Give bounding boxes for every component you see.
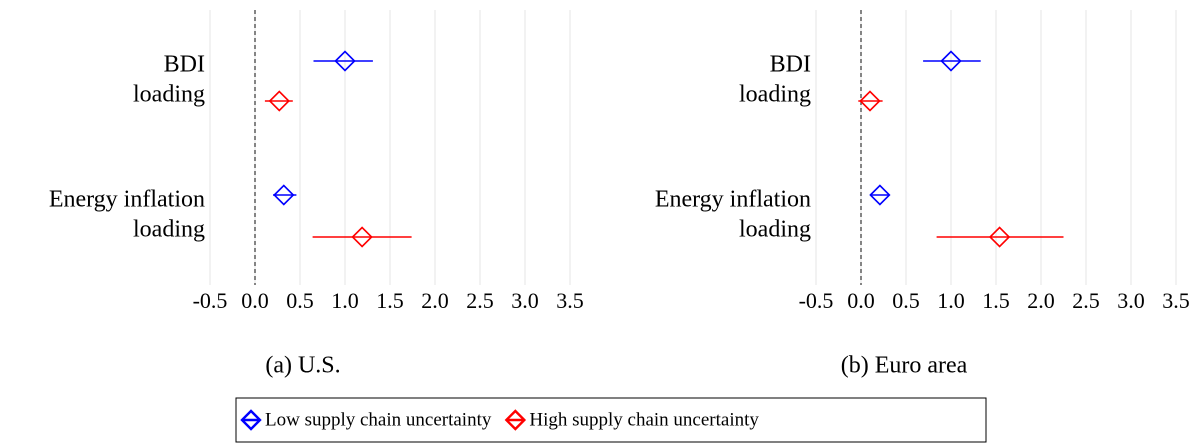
point-marker — [334, 50, 356, 72]
panel-caption: (a) U.S. — [265, 353, 340, 379]
category-label: BDI — [770, 52, 811, 78]
legend-box — [235, 397, 987, 443]
category-label: BDI — [164, 52, 205, 78]
category-label: loading — [133, 217, 205, 243]
point-marker — [351, 226, 373, 248]
x-tick-label: -0.5 — [799, 288, 834, 313]
x-tick-label: 3.0 — [511, 288, 539, 313]
panel-caption: (b) Euro area — [841, 353, 968, 379]
category-label: loading — [133, 82, 205, 108]
point-marker — [940, 50, 962, 72]
category-label: loading — [739, 82, 811, 108]
legend-label: High supply chain uncertainty — [529, 409, 759, 430]
x-tick-label: 1.0 — [937, 288, 965, 313]
x-tick-label: 1.5 — [376, 288, 404, 313]
category-label: loading — [739, 217, 811, 243]
category-label: Energy inflation — [49, 187, 205, 213]
x-tick-label: 2.0 — [421, 288, 449, 313]
x-tick-label: 3.0 — [1117, 288, 1145, 313]
x-tick-label: 0.5 — [892, 288, 920, 313]
point-marker — [273, 184, 295, 206]
x-tick-label: 0.0 — [241, 288, 269, 313]
point-marker — [869, 184, 891, 206]
x-tick-label: 0.5 — [286, 288, 314, 313]
point-marker — [268, 90, 290, 112]
legend-label: Low supply chain uncertainty — [265, 409, 492, 430]
x-tick-label: -0.5 — [193, 288, 228, 313]
x-tick-label: 2.5 — [1072, 288, 1100, 313]
x-tick-label: 0.0 — [847, 288, 875, 313]
x-tick-label: 1.0 — [331, 288, 359, 313]
x-tick-label: 3.5 — [1162, 288, 1190, 313]
point-marker — [859, 90, 881, 112]
category-label: Energy inflation — [655, 187, 811, 213]
x-tick-label: 2.5 — [466, 288, 494, 313]
x-tick-label: 2.0 — [1027, 288, 1055, 313]
x-tick-label: 3.5 — [556, 288, 584, 313]
x-tick-label: 1.5 — [982, 288, 1010, 313]
point-marker — [988, 226, 1011, 248]
